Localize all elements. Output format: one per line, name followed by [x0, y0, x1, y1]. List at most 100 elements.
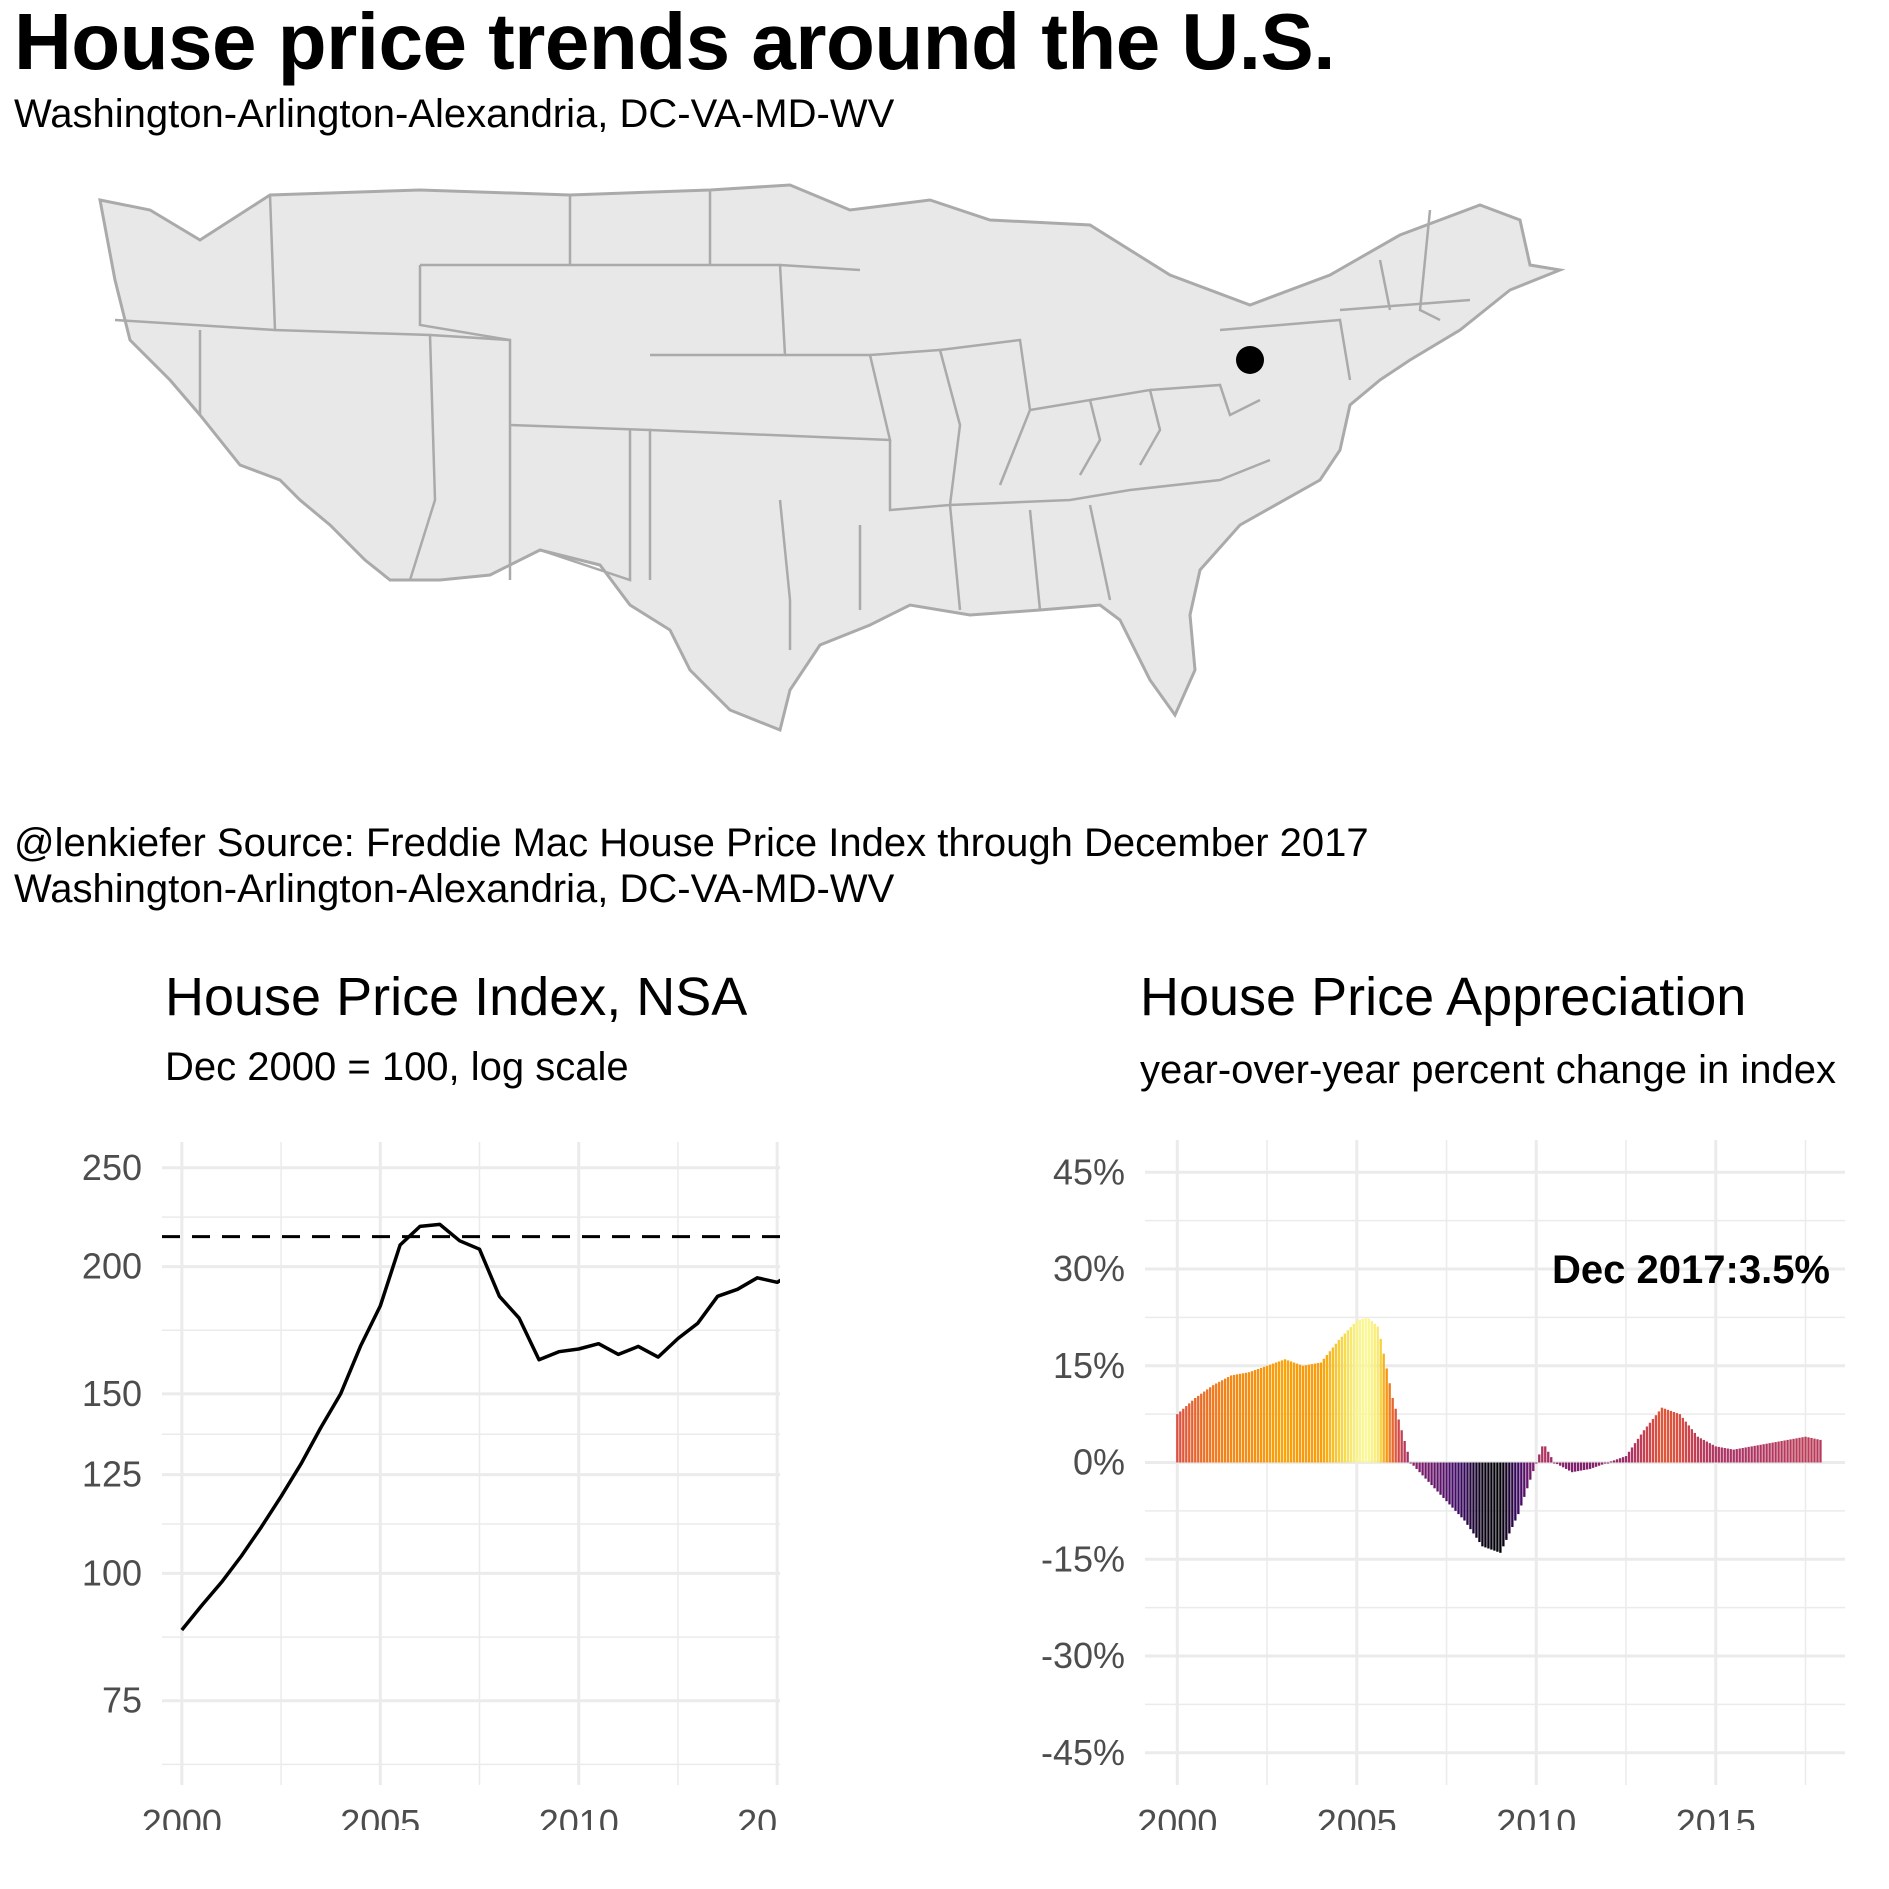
hpa-bar: [1606, 1462, 1610, 1464]
hpa-bar: [1307, 1364, 1311, 1463]
hpa-bar: [1370, 1321, 1373, 1463]
hpa-bar: [1708, 1443, 1711, 1463]
us-map: [90, 180, 1840, 790]
hpa-bar: [1400, 1430, 1403, 1463]
hpa-bar: [1334, 1343, 1338, 1463]
hpa-bar: [1538, 1454, 1541, 1463]
hpa-annotation: Dec 2017:3.5%: [1552, 1248, 1830, 1292]
hpa-bar: [1633, 1443, 1637, 1463]
hpa-bar: [1783, 1440, 1786, 1463]
hpa-bar: [1574, 1462, 1577, 1472]
hpa-bar: [1502, 1462, 1505, 1547]
hpa-bar: [1600, 1462, 1604, 1465]
hpi-subtitle: Dec 2000 = 100, log scale: [165, 1045, 629, 1089]
hpa-bar: [1409, 1462, 1412, 1464]
hpa-bar: [1418, 1462, 1421, 1473]
hpa-bar: [1771, 1442, 1774, 1463]
hpa-bar: [1762, 1444, 1765, 1463]
hpa-bar: [1642, 1430, 1646, 1463]
hpa-bar: [1621, 1457, 1625, 1463]
hpa-bar: [1568, 1462, 1571, 1471]
hpa-bar: [1295, 1363, 1299, 1463]
hpa-y-tick-label: 45%: [1053, 1151, 1125, 1192]
hpa-y-tick-label: 30%: [1053, 1248, 1125, 1289]
hpa-bar: [1517, 1462, 1520, 1515]
hpa-bar: [1663, 1408, 1667, 1463]
hpa-bar: [1367, 1318, 1370, 1463]
hpa-bar: [1376, 1326, 1379, 1463]
hpa-bar: [1603, 1462, 1607, 1464]
caption: @lenkiefer Source: Freddie Mac House Pri…: [14, 820, 1369, 912]
hpa-bar: [1672, 1411, 1676, 1463]
hpa-bar: [1711, 1444, 1714, 1463]
hpa-bar: [1505, 1462, 1508, 1540]
hpi-y-tick-label: 250: [82, 1147, 142, 1188]
hpa-bar: [1819, 1439, 1822, 1463]
hpa-bar: [1741, 1447, 1744, 1463]
hpa-bar: [1475, 1462, 1478, 1538]
hpa-bar: [1684, 1421, 1688, 1463]
hpa-bar: [1559, 1462, 1562, 1466]
caption-metro: Washington-Arlington-Alexandria, DC-VA-M…: [14, 867, 895, 911]
hpa-bar: [1445, 1462, 1448, 1502]
hpa-bar: [1379, 1338, 1382, 1463]
hpa-bar: [1304, 1365, 1308, 1463]
hpa-bar: [1463, 1462, 1466, 1521]
hpa-bar: [1816, 1439, 1819, 1463]
hpa-bar: [1657, 1411, 1661, 1463]
hpa-bar: [1726, 1448, 1729, 1463]
hpa-bar: [1424, 1462, 1427, 1479]
hpa-bar: [1427, 1462, 1430, 1482]
hpa-bar: [1615, 1459, 1619, 1463]
hpa-bar: [1666, 1409, 1670, 1463]
caption-source: @lenkiefer Source: Freddie Mac House Pri…: [14, 821, 1369, 865]
hpa-bar: [1508, 1462, 1511, 1534]
hpa-bar: [1732, 1449, 1735, 1463]
hpa-bar: [1179, 1411, 1182, 1463]
hpa-bar: [1232, 1374, 1236, 1463]
hpa-bar: [1457, 1462, 1460, 1515]
hpa-bar: [1753, 1445, 1756, 1463]
hpa-bar: [1355, 1320, 1358, 1463]
hpa-bar: [1798, 1437, 1801, 1463]
hpa-bar: [1286, 1360, 1290, 1463]
hpa-bar: [1690, 1429, 1694, 1463]
hpa-bar: [1229, 1375, 1233, 1463]
hpa-bar: [1747, 1446, 1750, 1463]
hpa-bar: [1472, 1462, 1475, 1534]
hpa-bar: [1481, 1462, 1484, 1547]
hpa-bar: [1316, 1363, 1320, 1463]
hpa-bar: [1215, 1383, 1218, 1463]
hpa-bar: [1391, 1398, 1394, 1463]
hpa-bar: [1780, 1441, 1783, 1463]
hpa-bar: [1609, 1461, 1613, 1463]
hpa-bar: [1699, 1438, 1702, 1463]
hpa-bar: [1738, 1448, 1741, 1463]
hpa-bar: [1247, 1372, 1251, 1463]
hpi-y-tick-label: 75: [102, 1680, 142, 1721]
hpa-bar: [1639, 1434, 1643, 1463]
hpa-bar: [1541, 1446, 1544, 1463]
hpa-bar: [1756, 1445, 1759, 1463]
hpa-bar: [1373, 1323, 1376, 1463]
hpa-bar: [1397, 1419, 1400, 1463]
hpa-bar: [1277, 1361, 1281, 1463]
hpa-bar: [1274, 1362, 1278, 1463]
hpa-bar: [1238, 1373, 1242, 1463]
hpa-bar: [1439, 1462, 1442, 1495]
hpa-bar: [1200, 1393, 1203, 1463]
hpa-bar: [1185, 1406, 1188, 1463]
hpa-bar: [1322, 1358, 1326, 1463]
hpa-bar: [1325, 1355, 1329, 1463]
hpa-bar: [1244, 1372, 1248, 1463]
hpa-bar: [1188, 1403, 1191, 1463]
hpa-bar: [1460, 1462, 1463, 1518]
hpa-bar: [1591, 1462, 1595, 1468]
hpa-bar: [1795, 1438, 1798, 1463]
hpa-bar: [1714, 1446, 1717, 1463]
hpa-bar: [1553, 1462, 1556, 1464]
hpi-y-tick-label: 125: [82, 1454, 142, 1495]
hpi-title: House Price Index, NSA: [165, 967, 748, 1027]
hpa-bar: [1176, 1414, 1179, 1463]
hpa-bar: [1648, 1422, 1652, 1463]
